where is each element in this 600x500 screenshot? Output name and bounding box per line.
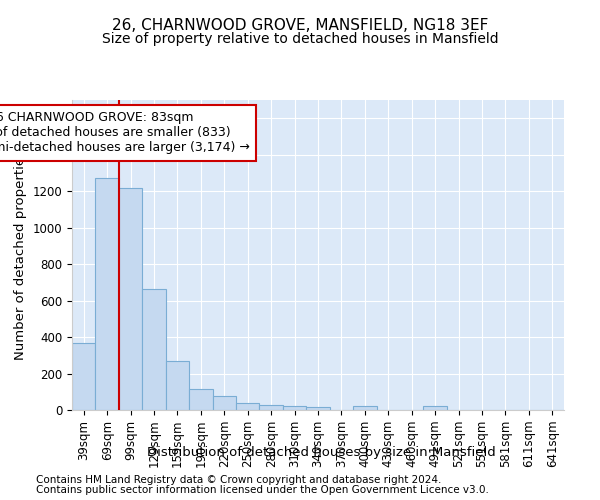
Bar [353, 406, 377, 410]
Bar [72, 342, 95, 410]
Bar [142, 288, 166, 410]
Bar [95, 178, 119, 410]
Text: Contains public sector information licensed under the Open Government Licence v3: Contains public sector information licen… [36, 485, 489, 495]
Text: 26 CHARNWOOD GROVE: 83sqm
← 21% of detached houses are smaller (833)
78% of semi: 26 CHARNWOOD GROVE: 83sqm ← 21% of detac… [0, 112, 250, 154]
Text: Size of property relative to detached houses in Mansfield: Size of property relative to detached ho… [101, 32, 499, 46]
Y-axis label: Number of detached properties: Number of detached properties [14, 150, 27, 360]
Bar [212, 396, 236, 410]
Bar [236, 402, 259, 410]
Text: Contains HM Land Registry data © Crown copyright and database right 2024.: Contains HM Land Registry data © Crown c… [36, 475, 442, 485]
Bar [424, 406, 447, 410]
Bar [259, 404, 283, 410]
Bar [189, 389, 212, 410]
Bar [119, 188, 142, 410]
Bar [166, 361, 189, 410]
Bar [306, 408, 330, 410]
Text: 26, CHARNWOOD GROVE, MANSFIELD, NG18 3EF: 26, CHARNWOOD GROVE, MANSFIELD, NG18 3EF [112, 18, 488, 32]
Bar [283, 406, 306, 410]
Text: Distribution of detached houses by size in Mansfield: Distribution of detached houses by size … [146, 446, 496, 459]
